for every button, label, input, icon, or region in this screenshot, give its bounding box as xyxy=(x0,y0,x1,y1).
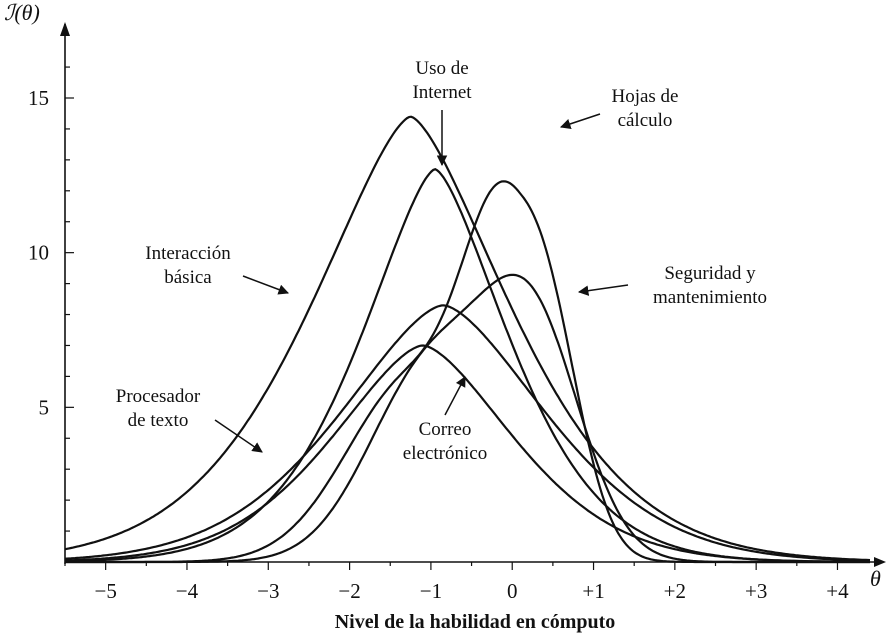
annotation-arrow xyxy=(560,113,601,129)
annotation-arrow xyxy=(444,376,466,416)
annotation-arrows xyxy=(214,110,629,453)
y-axis-arrowhead xyxy=(60,22,70,36)
annotation-label: cálculo xyxy=(618,110,673,131)
annotation-label: Correo xyxy=(419,419,472,440)
curves xyxy=(64,115,871,564)
y-axis-title: ℐ(θ) xyxy=(4,0,40,25)
curve-4 xyxy=(64,304,870,562)
x-axis-symbol: θ xyxy=(870,566,881,591)
x-tick-label: +1 xyxy=(582,579,604,603)
curve-0 xyxy=(64,115,871,562)
annotation-label: Interacción xyxy=(145,243,231,264)
annotation-label: básica xyxy=(164,267,212,288)
x-tick-label: +3 xyxy=(745,579,767,603)
y-tick-label: 15 xyxy=(28,86,49,110)
annotation-label: electrónico xyxy=(403,443,487,464)
x-tick-label: −2 xyxy=(338,579,360,603)
x-axis-title: Nivel de la habilidad en cómputo xyxy=(335,611,616,633)
x-tick-label: −3 xyxy=(257,579,279,603)
y-tick-label: 5 xyxy=(39,395,50,419)
y-tick-label: 10 xyxy=(28,241,49,265)
x-tick-label: +4 xyxy=(826,579,849,603)
curve-3 xyxy=(65,273,870,564)
x-axis-arrowhead xyxy=(874,557,886,567)
annotation-label: Uso de xyxy=(415,58,468,79)
annotation-label: Procesador xyxy=(116,386,201,407)
annotation-label: de texto xyxy=(128,410,189,431)
curve-2 xyxy=(65,180,870,564)
x-tick-label: −4 xyxy=(176,579,199,603)
annotation-label: mantenimiento xyxy=(653,287,767,308)
axis-ticks: −5 −4 −3 −2 −1 0 +1 +2 +3 +4 5 10 15 xyxy=(28,66,849,603)
x-tick-label: −5 xyxy=(94,579,116,603)
annotations: Uso de Internet Hojas de cálculo Interacción… xyxy=(116,58,767,464)
x-tick-label: −1 xyxy=(420,579,442,603)
annotation-label: Internet xyxy=(412,82,472,103)
x-tick-label: +2 xyxy=(664,579,686,603)
curve-1 xyxy=(65,167,871,563)
annotation-arrow xyxy=(214,419,263,453)
annotation-arrow xyxy=(242,275,289,295)
annotation-arrow xyxy=(577,284,629,296)
curve-5 xyxy=(64,344,870,563)
x-tick-label: 0 xyxy=(507,579,518,603)
annotation-label: Seguridad y xyxy=(664,263,756,284)
annotation-label: Hojas de xyxy=(611,86,678,107)
